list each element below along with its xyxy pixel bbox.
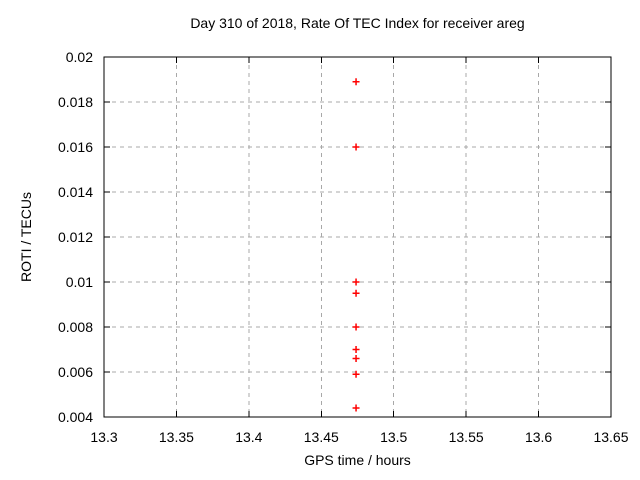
y-tick-label: 0.01 [65, 274, 93, 290]
y-tick-label: 0.006 [57, 364, 93, 380]
x-tick-label: 13.3 [90, 429, 118, 445]
data-point-marker [352, 78, 360, 86]
y-tick-label: 0.02 [65, 49, 93, 65]
gridlines [104, 57, 611, 417]
axes [103, 56, 612, 418]
data-point-marker [352, 278, 360, 286]
data-points [352, 78, 360, 412]
y-tick-label: 0.016 [57, 139, 93, 155]
chart-title: Day 310 of 2018, Rate Of TEC Index for r… [190, 15, 525, 31]
y-tick-label: 0.008 [57, 319, 93, 335]
x-tick-label: 13.55 [448, 429, 484, 445]
x-tick-label: 13.45 [303, 429, 339, 445]
data-point-marker [352, 370, 360, 378]
x-tick-label: 13.6 [524, 429, 553, 445]
x-tick-label: 13.5 [380, 429, 408, 445]
data-point-marker [352, 289, 360, 297]
data-point-marker [352, 143, 360, 151]
x-tick-label: 13.65 [593, 429, 629, 445]
y-tick-label: 0.014 [57, 184, 93, 200]
data-point-marker [352, 346, 360, 353]
y-tick-label: 0.018 [57, 94, 93, 110]
x-tick-label: 13.4 [235, 429, 263, 445]
y-tick-label: 0.004 [57, 409, 93, 425]
data-point-marker [352, 404, 360, 412]
x-axis-label: GPS time / hours [304, 452, 411, 468]
y-tick-label: 0.012 [57, 229, 93, 245]
x-tick-label: 13.35 [158, 429, 194, 445]
data-point-marker [352, 323, 360, 331]
plot-border [103, 56, 612, 418]
data-point-marker [352, 355, 360, 362]
